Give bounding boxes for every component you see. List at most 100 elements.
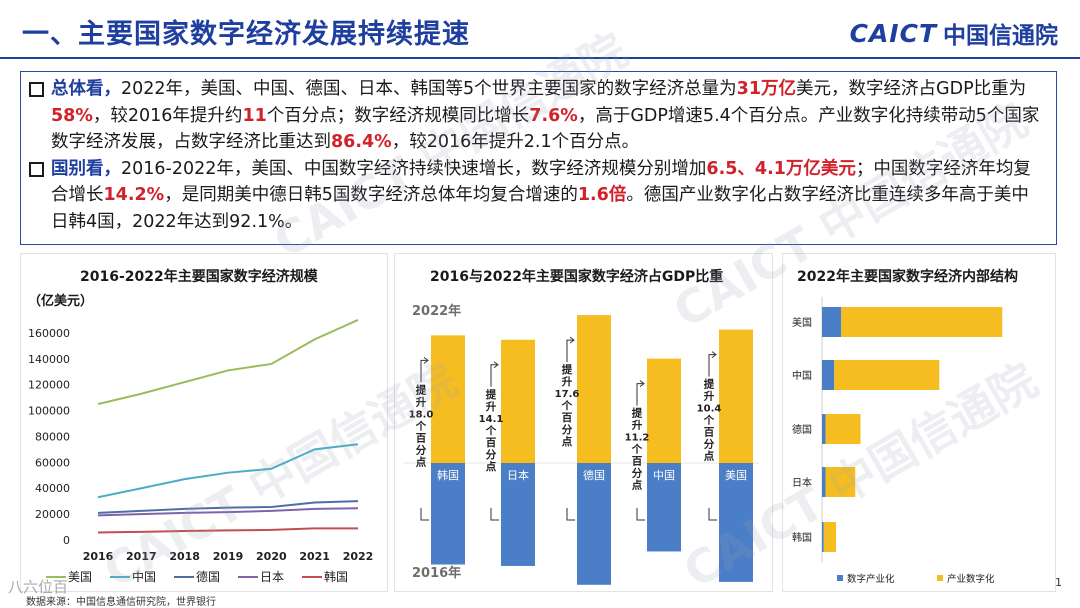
annotation-text: 提: [486, 388, 497, 401]
legend-label: 美国: [68, 570, 92, 584]
annotation-text: 10.4: [697, 404, 722, 415]
annotation-arrow: [566, 339, 573, 363]
summary-text: 美元，数字经济占GDP比重为: [796, 79, 1027, 99]
category-label: 德国: [792, 423, 812, 436]
annotation-text: 提: [704, 378, 715, 391]
bar-chart: 2022年2016年韩国提升18.0个百分点日本提升14.1个百分点德国提升17…: [404, 303, 759, 585]
summary-text: 2022年，美国、中国、德国、日本、韩国等5个世界主要国家的数字经济总量为: [121, 79, 737, 99]
x-tick-label: 2016: [83, 550, 114, 563]
annotation-text: 百: [486, 437, 497, 449]
annotation-arrow: [490, 364, 497, 387]
annotation-text: 升: [416, 395, 427, 408]
legend-label: 德国: [196, 569, 220, 584]
annotation-text: 分: [704, 438, 715, 451]
annotation-bracket: [420, 508, 429, 521]
logo-cn: 中国信通院: [943, 23, 1058, 49]
annotation-text: 点: [632, 479, 643, 492]
annotation-text: 个: [631, 443, 643, 456]
annotation-text: 百: [632, 456, 643, 468]
page-number: 1: [1055, 576, 1062, 589]
category-label: 韩国: [437, 468, 459, 482]
series-line-日本: [97, 507, 359, 517]
annotation-text: 分: [562, 423, 573, 436]
line-chart: 0 20000 40000 60000 80000 100000 120000 140000 1…: [28, 319, 374, 584]
summary-text-overall: 总体看，2022年，美国、中国、德国、日本、韩国等5个世界主要国家的数字经济总量…: [51, 79, 1039, 152]
y-tick-label: 60000: [35, 456, 70, 469]
annotation-text: 升: [632, 419, 643, 432]
legend-swatch: [837, 575, 843, 581]
y-tick-label: 100000: [28, 405, 70, 418]
highlight-text: 58%: [51, 105, 93, 126]
panel-line-chart: [20, 253, 388, 592]
y-tick-label: 120000: [28, 379, 70, 392]
annotation-text: 百: [562, 412, 573, 424]
bar-2022-日本: [501, 339, 535, 463]
annotation-text: 提: [416, 383, 427, 396]
highlight-text: 11: [242, 105, 267, 126]
annotation-text: 分: [632, 467, 643, 480]
summary-paragraph-overall: 总体看，2022年，美国、中国、德国、日本、韩国等5个世界主要国家的数字经济总量…: [29, 76, 1046, 156]
bar-产业数字化-美国: [841, 307, 1003, 337]
bar-产业数字化-韩国: [823, 522, 836, 552]
legend-label: 产业数字化: [947, 573, 995, 585]
summary-text: ，较2016年提升2.1个百分点。: [391, 132, 640, 152]
highlight-text: 1.6倍: [577, 185, 627, 205]
highlight-text: 6.5、4.1万亿美元: [706, 158, 856, 179]
y-tick-label: 40000: [35, 482, 70, 495]
annotation-text: 14.1: [479, 414, 504, 425]
logo-en: CAICT: [849, 18, 937, 48]
caict-logo: CAICT 中国信通院: [850, 16, 1058, 50]
annotation-text: 升: [704, 390, 715, 403]
label-2022: 2022年: [412, 303, 461, 319]
annotation-text: 分: [416, 443, 427, 456]
category-label: 韩国: [792, 531, 812, 544]
summary-text: 2016-2022年，美国、中国数字经济持续快速增长，数字经济规模分别增加: [121, 158, 707, 179]
panel-structure-chart: [782, 253, 1056, 592]
bar-产业数字化-德国: [825, 414, 861, 444]
x-tick-label: 2018: [169, 550, 200, 563]
checkbox-bullet-icon: [29, 161, 44, 177]
highlight-text: 31万亿: [736, 79, 797, 99]
series-line-韩国: [97, 527, 358, 534]
annotation-arrow: [708, 354, 715, 377]
annotation-text: 百: [416, 432, 427, 444]
annotation-arrow: [420, 359, 427, 383]
bar-数字产业化-日本: [822, 467, 826, 497]
category-label: 德国: [583, 468, 605, 482]
bar-产业数字化-中国: [834, 360, 940, 390]
annotation-text: 点: [416, 455, 427, 468]
corner-brand: 八六位百: [8, 578, 69, 596]
legend-swatch: [937, 575, 943, 581]
series-line-美国: [97, 319, 359, 406]
summary-paragraph-country: 国别看，2016-2022年，美国、中国数字经济持续快速增长，数字经济规模分别增…: [29, 156, 1046, 236]
bar-2022-韩国: [431, 335, 465, 463]
y-tick-label: 160000: [28, 327, 70, 340]
structure-chart-title: 2022年主要国家数字经济内部结构: [797, 269, 1018, 285]
bar-2016-日本: [501, 463, 535, 566]
y-tick-label: 0: [63, 534, 70, 547]
bar-数字产业化-美国: [822, 307, 842, 337]
annotation-arrowhead: [639, 380, 645, 387]
summary-text: ，高于GDP增速5.4个百分点。产业数字化持续带动5个国家数字经济发展，占数字经…: [51, 105, 1040, 153]
annotation-text: 提: [632, 407, 643, 420]
annotation-arrowhead: [423, 357, 429, 364]
x-tick-label: 2022: [343, 550, 374, 563]
bar-2022-德国: [577, 315, 611, 463]
summary-text: 个百分点；数字经济规模同比增长: [266, 105, 530, 126]
header-divider: [0, 57, 1080, 59]
annotation-text: 11.2: [625, 433, 650, 444]
category-label: 日本: [507, 468, 529, 482]
line-chart-title: 2016-2022年主要国家数字经济规模: [80, 269, 318, 285]
summary-text: 。德国产业数字化占数字经济比重连续多年高于美中日韩4国，2022年达到92.1%…: [51, 185, 1029, 232]
annotation-text: 17.6: [555, 389, 580, 400]
y-tick-label: 80000: [35, 430, 70, 443]
legend-label: 中国: [132, 569, 156, 584]
line-chart-ylabel: （亿美元）: [28, 294, 94, 309]
x-tick-label: 2021: [299, 550, 330, 563]
series-line-德国: [97, 500, 359, 514]
annotation-bracket: [708, 508, 717, 521]
category-label: 中国: [653, 469, 675, 482]
highlight-text: 14.2%: [103, 185, 165, 205]
panel-bar-chart: [394, 253, 773, 592]
